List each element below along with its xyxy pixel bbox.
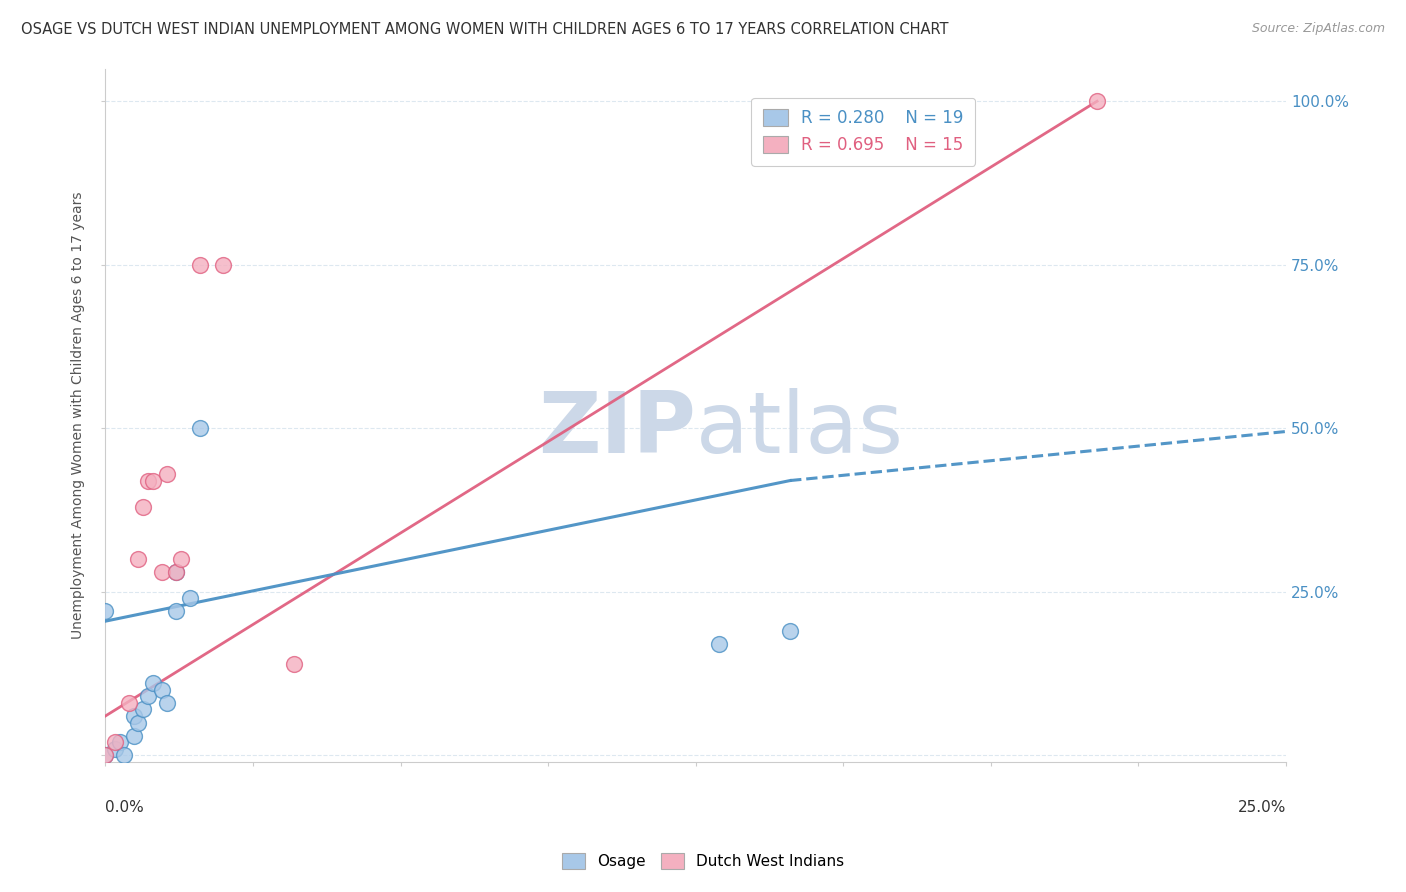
Text: ZIP: ZIP xyxy=(538,387,696,470)
Legend: Osage, Dutch West Indians: Osage, Dutch West Indians xyxy=(555,847,851,875)
Point xyxy=(108,735,131,749)
Point xyxy=(188,421,211,435)
Point xyxy=(122,729,145,743)
Text: Source: ZipAtlas.com: Source: ZipAtlas.com xyxy=(1251,22,1385,36)
Point xyxy=(142,676,165,690)
Point xyxy=(94,748,117,763)
Point xyxy=(170,552,193,566)
Point xyxy=(156,467,179,481)
Point xyxy=(165,565,187,579)
Text: OSAGE VS DUTCH WEST INDIAN UNEMPLOYMENT AMONG WOMEN WITH CHILDREN AGES 6 TO 17 Y: OSAGE VS DUTCH WEST INDIAN UNEMPLOYMENT … xyxy=(21,22,949,37)
Point xyxy=(709,637,731,651)
Point xyxy=(150,565,173,579)
Point xyxy=(136,474,159,488)
Point xyxy=(118,696,141,710)
Point xyxy=(132,702,155,716)
Point xyxy=(779,624,801,638)
Text: 25.0%: 25.0% xyxy=(1237,800,1286,815)
Y-axis label: Unemployment Among Women with Children Ages 6 to 17 years: Unemployment Among Women with Children A… xyxy=(72,192,86,639)
Point xyxy=(165,604,187,618)
Legend: R = 0.280    N = 19, R = 0.695    N = 15: R = 0.280 N = 19, R = 0.695 N = 15 xyxy=(751,97,976,166)
Point xyxy=(127,715,149,730)
Point xyxy=(150,682,173,697)
Point xyxy=(112,748,135,763)
Text: atlas: atlas xyxy=(696,387,904,470)
Point xyxy=(136,690,159,704)
Point xyxy=(122,709,145,723)
Point xyxy=(283,657,305,671)
Point xyxy=(104,735,127,749)
Point xyxy=(156,696,179,710)
Point xyxy=(1085,94,1108,108)
Point xyxy=(94,748,117,763)
Point xyxy=(94,604,117,618)
Point xyxy=(127,552,149,566)
Point xyxy=(132,500,155,514)
Point xyxy=(188,258,211,272)
Point xyxy=(165,565,187,579)
Point xyxy=(142,474,165,488)
Point xyxy=(212,258,235,272)
Point xyxy=(104,741,127,756)
Text: 0.0%: 0.0% xyxy=(105,800,145,815)
Point xyxy=(179,591,201,606)
